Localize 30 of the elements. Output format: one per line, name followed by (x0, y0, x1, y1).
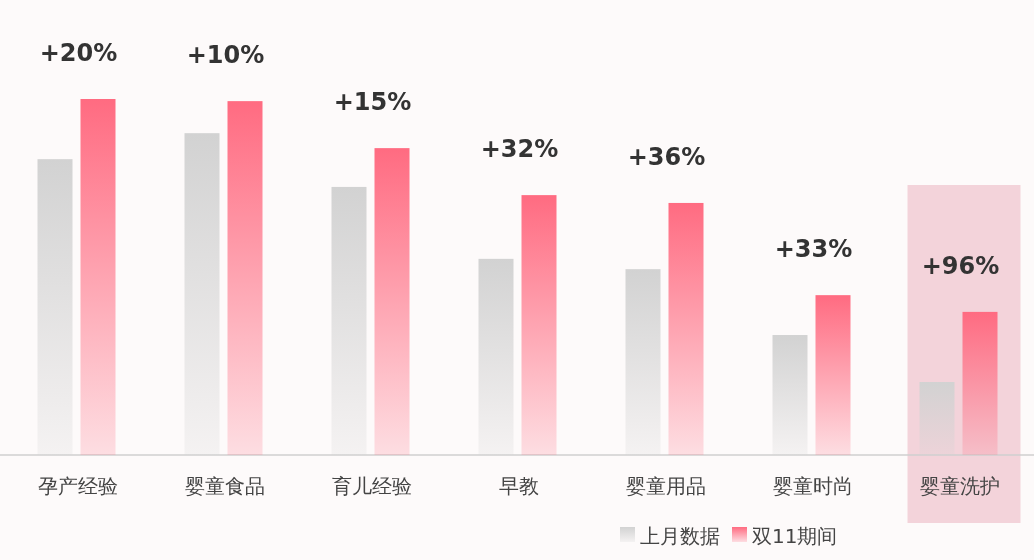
annotation: +10% (186, 41, 265, 70)
legend-label: 双11期间 (752, 524, 838, 548)
x-tick-label: 婴童时尚 (772, 474, 853, 498)
x-tick-label: 育儿经验 (331, 474, 412, 498)
annotation: +15% (333, 88, 412, 117)
bar (227, 101, 263, 455)
bar (521, 195, 557, 455)
legend-label: 上月数据 (640, 524, 720, 548)
bar (80, 99, 116, 455)
bar (37, 159, 73, 455)
annotation: +32% (480, 135, 559, 164)
x-tick-label: 早教 (498, 474, 539, 498)
bar (668, 202, 704, 455)
bar (331, 186, 367, 455)
bar (625, 269, 661, 455)
bar (815, 295, 851, 455)
annotation: +96% (921, 251, 1000, 280)
bar (919, 382, 955, 455)
x-tick-label: 婴童洗护 (919, 474, 1000, 498)
bar (184, 133, 220, 455)
annotation: +36% (627, 142, 706, 171)
x-tick-label: 婴童食品 (184, 474, 265, 498)
annotation: +33% (774, 235, 853, 264)
bar (772, 335, 808, 455)
bar (962, 311, 998, 455)
bar (478, 258, 514, 455)
x-tick-label: 婴童用品 (625, 474, 706, 498)
x-tick-label: 孕产经验 (37, 474, 118, 498)
bar (374, 148, 410, 455)
annotation: +20% (39, 39, 118, 67)
